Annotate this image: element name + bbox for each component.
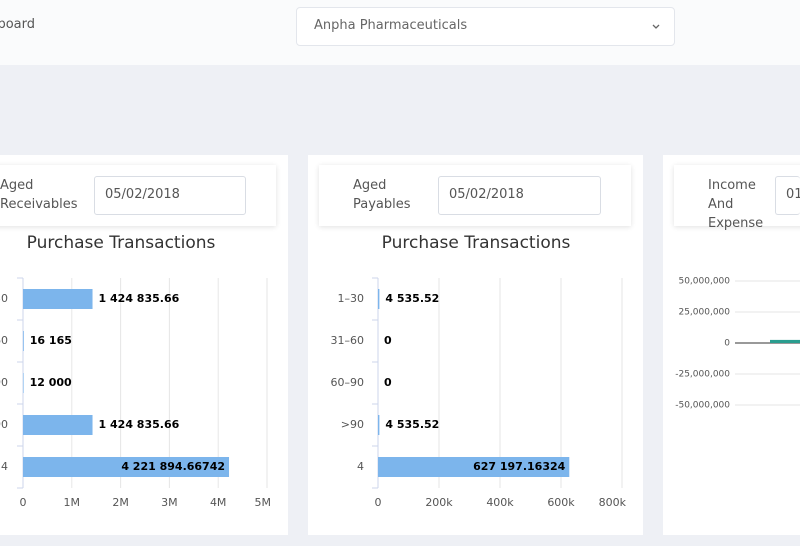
chevron [652,24,660,29]
panel-label: Income And Expense [708,178,764,231]
panel-label: Aged Receivables [0,178,78,212]
company-select[interactable]: Anpha Pharmaceuticals [296,7,675,46]
date-input[interactable]: 05/02/2018 [94,176,246,215]
date-input[interactable]: 01 [775,176,800,215]
date-input[interactable]: 05/02/2018 [438,176,601,215]
select-text: Anpha Pharmaceuticals [314,18,468,33]
top-bar: Dashboard Anpha Pharmaceuticals [0,0,800,65]
panel-label: Aged Payables [353,178,411,212]
page-title: Dashboard [0,17,35,32]
